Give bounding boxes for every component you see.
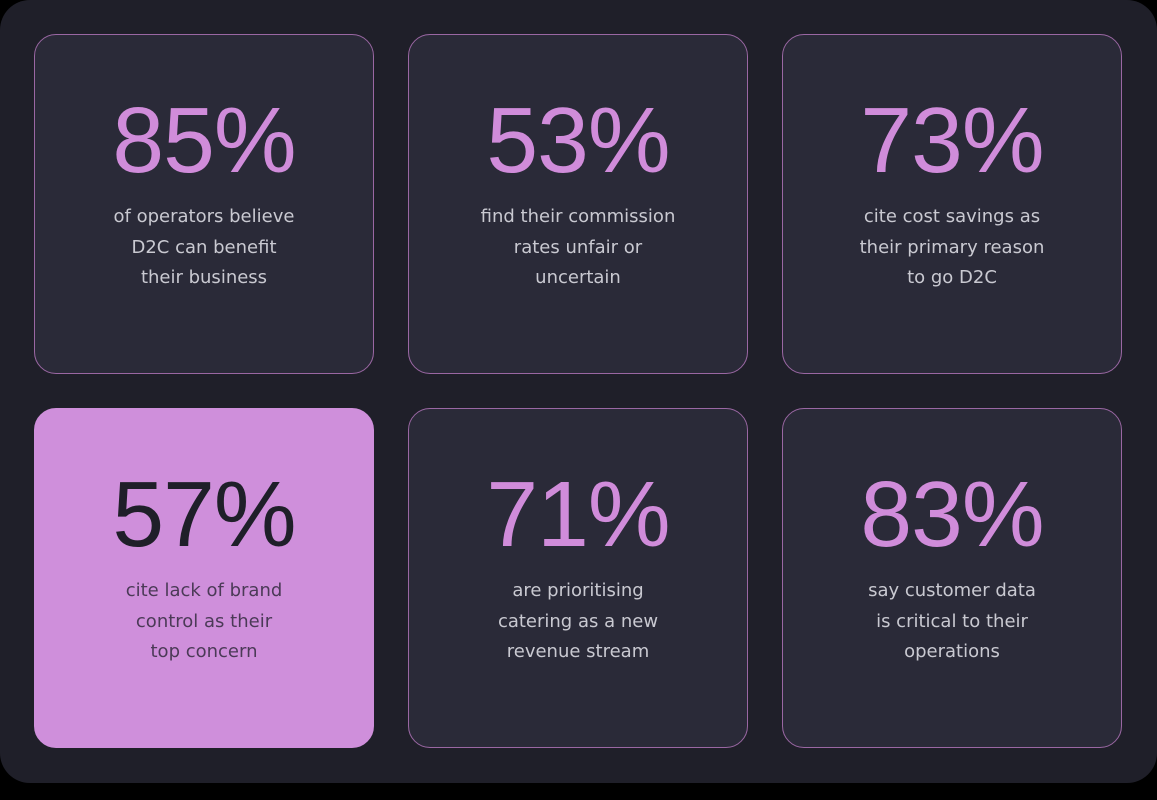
stat-description-line: control as their [135,610,273,632]
stat-value: 83% [860,462,1044,566]
stat-description-line: their business [140,267,268,288]
stat-description: of operators believe D2C can benefit the… [35,202,373,294]
stat-description-line: is critical to their [876,610,1028,632]
stat-description-line: cite cost savings as [863,206,1041,227]
stat-description-line: top concern [150,641,258,662]
stat-description-line: D2C can benefit [131,236,277,258]
stat-card-commission-rates: 53% find their commission rates unfair o… [408,34,748,374]
stat-description-line: rates unfair or [513,236,643,258]
stat-value: 73% [860,88,1044,192]
stat-description-line: catering as a new [497,610,659,632]
stat-description: say customer data is critical to their o… [783,576,1121,668]
stat-value: 53% [486,88,670,192]
stat-description-line: their primary reason [859,236,1045,258]
stat-value: 71% [486,462,670,566]
stat-value: 57% [112,462,296,566]
stat-value: 85% [112,88,296,192]
stat-card-customer-data: 83% say customer data is critical to the… [782,408,1122,748]
stat-description-line: find their commission [480,206,676,227]
stat-description-line: uncertain [535,267,621,288]
stat-description-line: revenue stream [506,641,650,662]
stat-description: find their commission rates unfair or un… [409,202,747,294]
stat-description-line: say customer data [868,580,1036,601]
stat-description-line: operations [904,641,1000,662]
stat-description-line: of operators believe [113,206,295,227]
stat-description-line: are prioritising [512,580,644,601]
stat-description: cite cost savings as their primary reaso… [783,202,1121,294]
stat-card-operators-believe-d2c: 85% of operators believe D2C can benefit… [34,34,374,374]
stats-grid: 85% of operators believe D2C can benefit… [34,34,1122,748]
stat-card-brand-control-highlighted: 57% cite lack of brand control as their … [34,408,374,748]
stat-card-catering-revenue: 71% are prioritising catering as a new r… [408,408,748,748]
stat-description-line: cite lack of brand [125,580,283,601]
stat-card-cost-savings: 73% cite cost savings as their primary r… [782,34,1122,374]
stat-description: cite lack of brand control as their top … [35,576,373,668]
stats-panel: 85% of operators believe D2C can benefit… [0,0,1157,783]
stat-description: are prioritising catering as a new reven… [409,576,747,668]
stat-description-line: to go D2C [907,267,997,288]
